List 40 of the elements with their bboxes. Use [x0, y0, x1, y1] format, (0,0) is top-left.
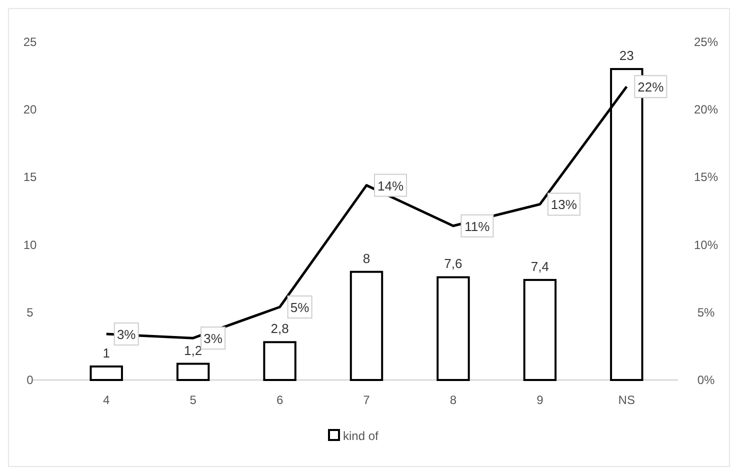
bar: [523, 278, 557, 381]
data-label: 7,6: [444, 256, 462, 272]
y2-tick-label: 25%: [694, 35, 718, 49]
bar: [176, 362, 210, 381]
data-label: 8: [362, 250, 370, 266]
y2-tick-label: 0%: [697, 373, 715, 387]
x-tick-label: 6: [276, 393, 284, 407]
data-label: 1: [102, 345, 110, 360]
x-tick-label: NS: [618, 393, 635, 407]
data-label: 11%: [464, 218, 490, 234]
bar: [90, 365, 123, 381]
y-tick-label: 20: [23, 102, 37, 117]
y2-tick-label: 10%: [694, 238, 718, 252]
x-tick-label: 5: [190, 393, 197, 407]
x-tick-label: 4: [103, 393, 110, 407]
data-label: 23: [619, 48, 634, 64]
data-label: 14%: [377, 178, 404, 194]
x-tick-label: 8: [450, 393, 457, 407]
y-tick-label: 10: [23, 238, 37, 252]
y-tick-label: 15: [23, 170, 37, 184]
y2-tick-label: 5%: [697, 305, 715, 320]
x-tick-label: 7: [363, 393, 370, 407]
x-tick-label: 9: [536, 393, 544, 407]
data-label: 3%: [116, 327, 136, 342]
legend-label: kind of: [343, 429, 380, 443]
data-label: 5%: [290, 300, 310, 315]
y2-tick-label: 20%: [694, 102, 718, 117]
y-tick-label: 0: [26, 373, 34, 387]
y-tick-label: 25: [23, 35, 37, 49]
data-label: 13%: [550, 197, 578, 212]
data-label: 22%: [638, 80, 664, 95]
data-label: 1,2: [184, 342, 202, 358]
y2-tick-label: 15%: [694, 170, 718, 184]
bar: [350, 270, 384, 381]
data-label: 3%: [204, 331, 223, 346]
bar: [263, 341, 296, 381]
data-label: 7,4: [530, 258, 549, 274]
data-label: 2,8: [270, 321, 289, 336]
bar: [436, 276, 470, 381]
y-tick-label: 5: [26, 305, 34, 320]
